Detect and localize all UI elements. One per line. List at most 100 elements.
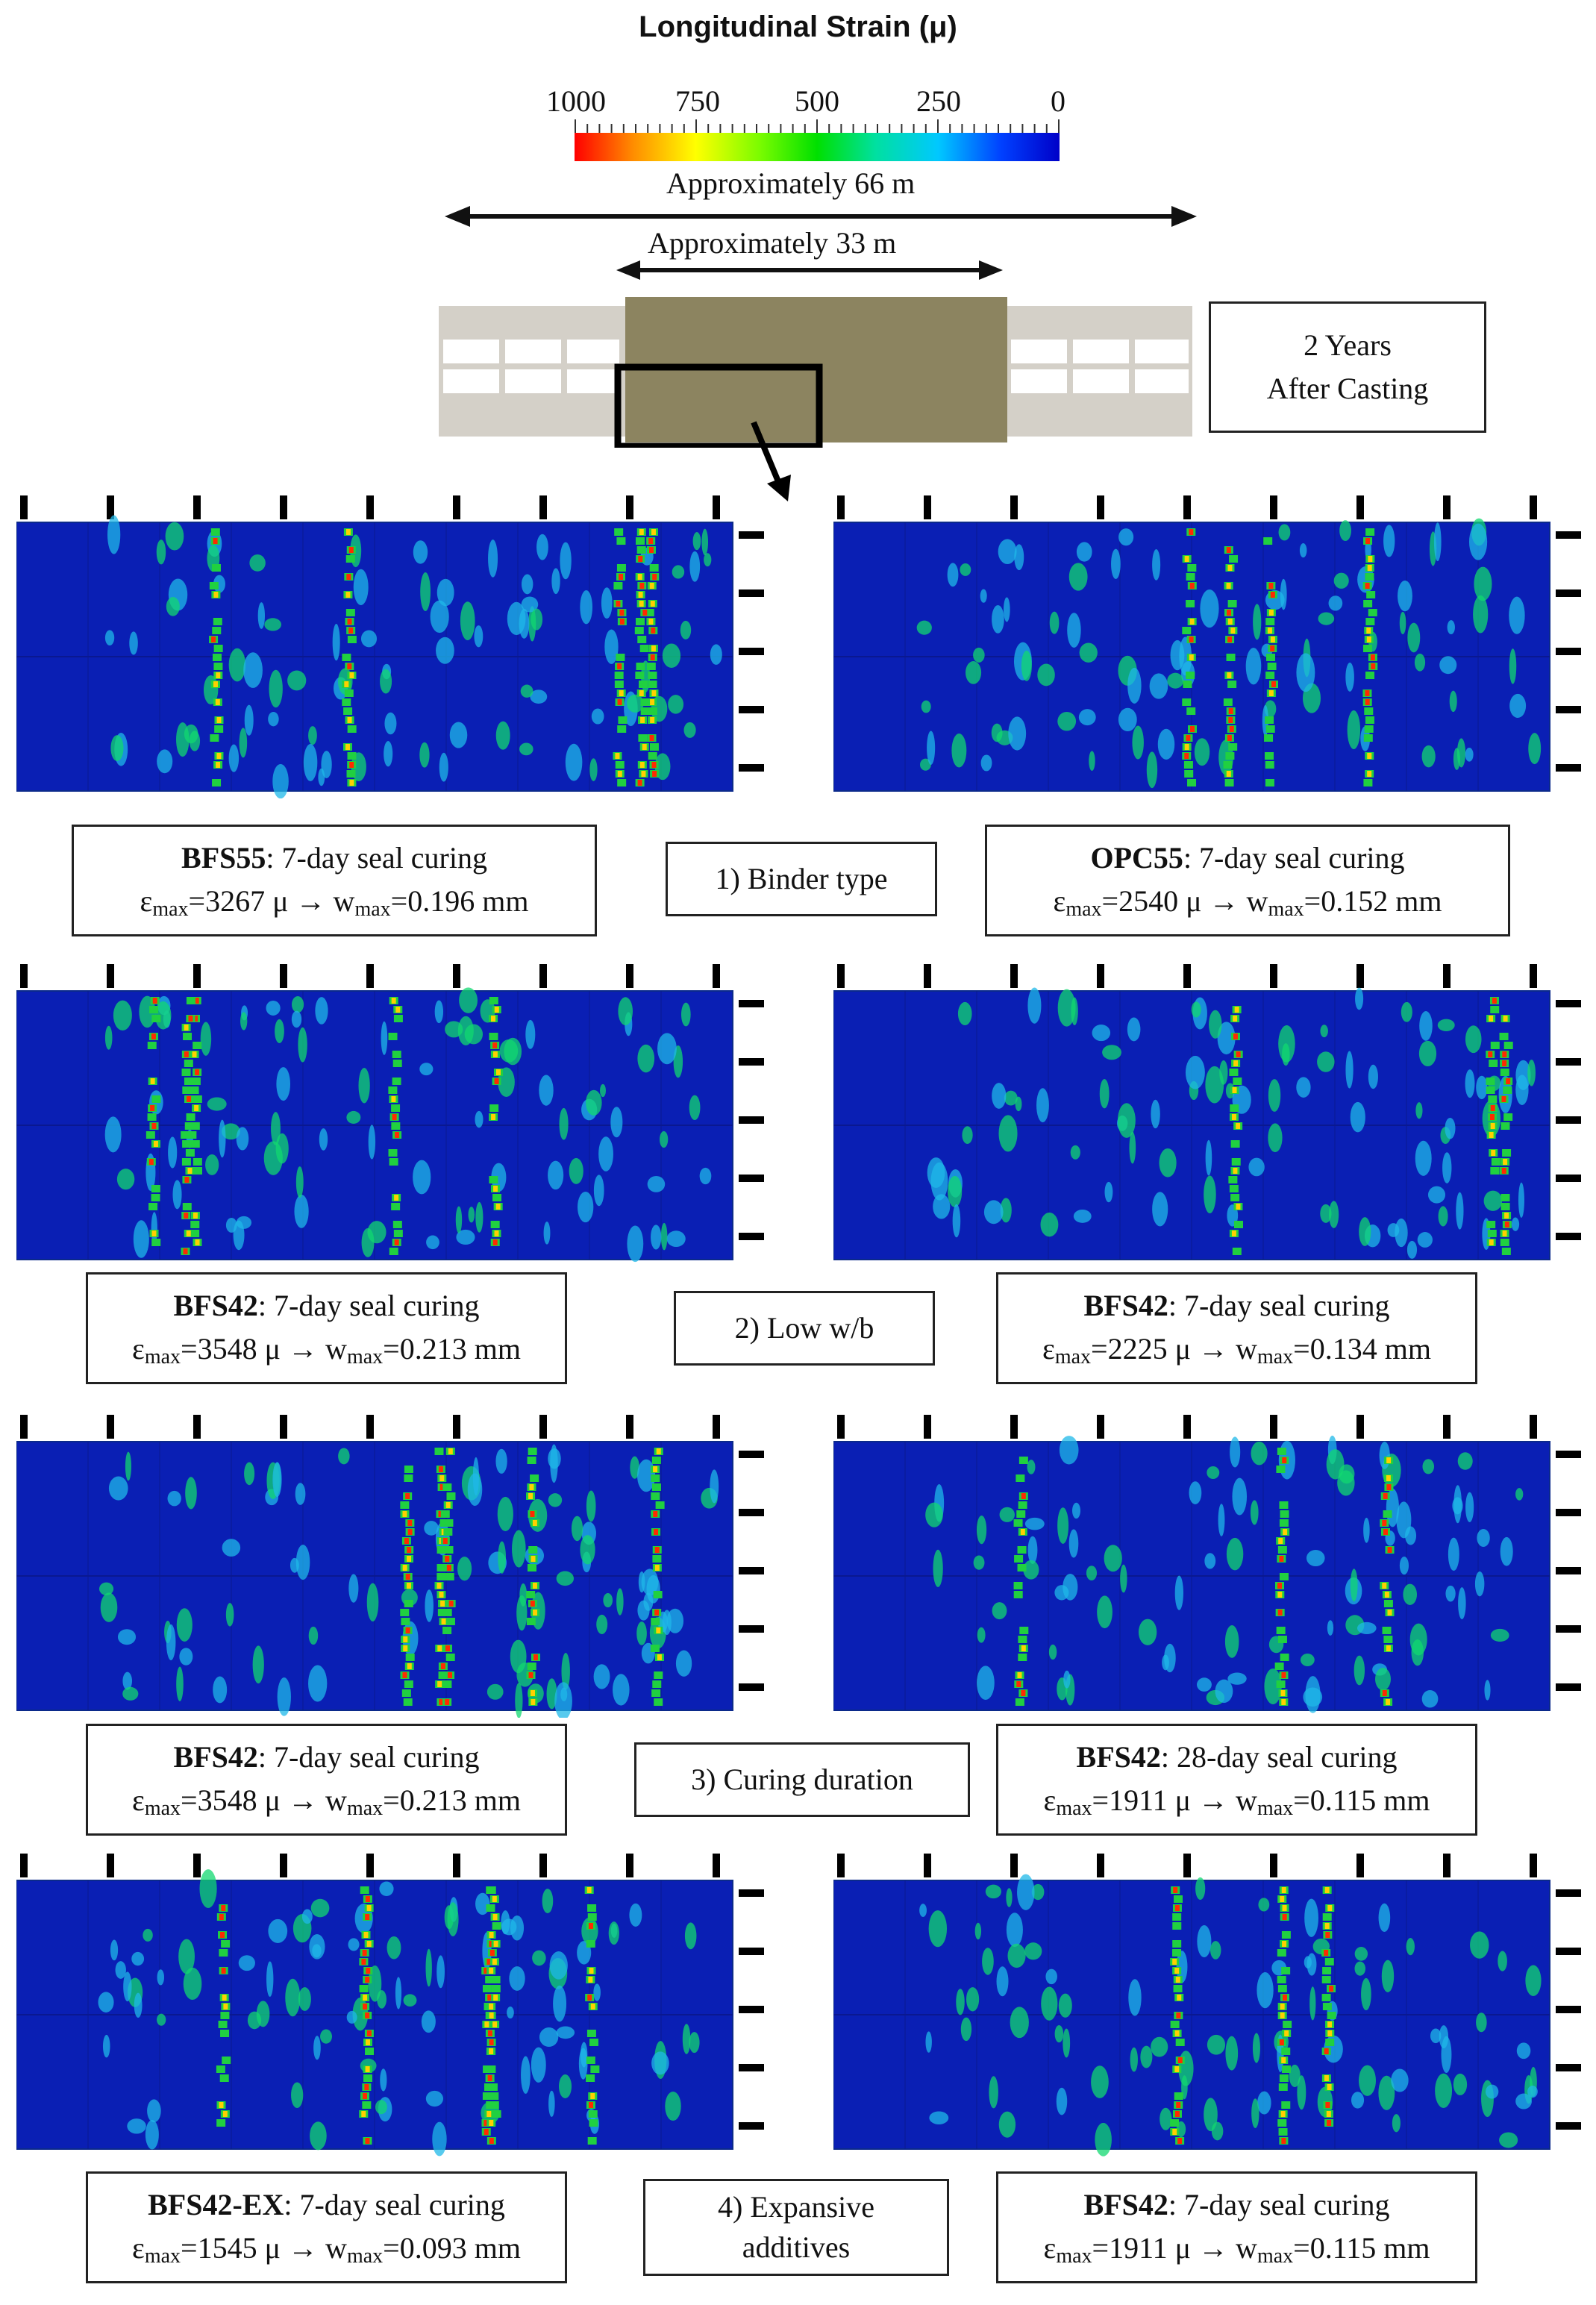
strain-spot xyxy=(116,1169,135,1190)
colorbar-ticks xyxy=(575,119,1060,133)
crack-peak-cell xyxy=(1281,2138,1286,2144)
strain-spot xyxy=(637,1044,655,1073)
joint-marker xyxy=(1097,1854,1104,1877)
crack-band-cell xyxy=(147,1042,157,1049)
crack-peak-cell xyxy=(639,529,644,535)
strain-spot xyxy=(1483,1190,1503,1211)
strain-spot xyxy=(1215,1679,1233,1704)
crack-band-cell xyxy=(1182,627,1192,634)
strain-spot xyxy=(1351,2092,1365,2109)
crack-peak-cell xyxy=(1189,583,1195,589)
strain-spot xyxy=(475,1201,484,1233)
crack-peak-cell xyxy=(651,628,656,634)
strain-spot xyxy=(1015,1096,1022,1112)
strain-spot xyxy=(266,1961,274,1998)
crack-band-cell xyxy=(362,2101,372,2109)
strain-spot xyxy=(495,1448,507,1474)
strain-spot xyxy=(1361,1977,1371,2011)
strain-spot xyxy=(488,539,498,578)
crack-band-cell xyxy=(586,2057,595,2064)
crack-peak-cell xyxy=(1282,1457,1287,1463)
strain-spot xyxy=(666,1230,686,1248)
crack-peak-cell xyxy=(1190,726,1195,732)
crack-peak-cell xyxy=(619,610,625,616)
strain-spot xyxy=(491,1163,507,1192)
strain-spot xyxy=(920,758,931,771)
crack-peak-cell xyxy=(1173,1887,1178,1893)
joint-marker xyxy=(626,1854,633,1877)
crack-peak-cell xyxy=(193,1016,198,1022)
height-marker xyxy=(739,1625,764,1633)
crack-peak-cell xyxy=(437,1681,442,1687)
colorbar-title: Longitudinal Strain (μ) xyxy=(639,10,957,43)
strain-spot xyxy=(379,1881,394,1897)
crack-peak-cell xyxy=(654,1610,660,1616)
strain-spot xyxy=(287,670,307,691)
crack-band-cell xyxy=(213,663,223,670)
strain-spot xyxy=(313,2036,321,2060)
crack-peak-cell xyxy=(404,1538,409,1544)
strain-spot xyxy=(989,2076,998,2109)
crack-peak-cell xyxy=(345,592,351,598)
strain-spot xyxy=(1024,1942,1042,1960)
crack-peak-cell xyxy=(489,1968,494,1974)
pointer-arrowhead-icon xyxy=(767,475,791,501)
crack-band-cell xyxy=(651,1457,661,1464)
crack-peak-cell xyxy=(637,574,642,580)
crack-band-cell xyxy=(1500,1203,1510,1210)
strain-spot xyxy=(1511,1217,1520,1231)
crack-peak-cell xyxy=(1503,1016,1508,1022)
strain-spot xyxy=(977,1627,986,1643)
crack-peak-cell xyxy=(1325,1932,1330,1938)
section-length-label: Approximately 33 m xyxy=(642,225,903,260)
strain-spot xyxy=(1054,2024,1064,2043)
crack-band-cell xyxy=(640,707,650,715)
crack-band-cell xyxy=(1172,1913,1182,1921)
crack-peak-cell xyxy=(439,1484,445,1490)
crack-peak-cell xyxy=(1503,1159,1508,1165)
crack-peak-cell xyxy=(193,1213,198,1219)
crack-peak-cell xyxy=(215,699,220,705)
crack-peak-cell xyxy=(349,780,354,786)
crack-peak-cell xyxy=(184,1051,189,1057)
crack-band-cell xyxy=(391,1203,401,1210)
strain-spot xyxy=(219,1119,226,1158)
crack-peak-cell xyxy=(362,2093,367,2099)
strain-spot xyxy=(291,2082,304,2109)
joint-marker xyxy=(107,1854,114,1877)
crack-peak-cell xyxy=(652,771,657,777)
strain-spot xyxy=(983,1200,1004,1225)
crack-peak-cell xyxy=(439,1699,444,1705)
crack-band-cell xyxy=(1281,2065,1291,2073)
crack-peak-cell xyxy=(639,762,645,768)
crack-peak-cell xyxy=(648,547,654,553)
crack-band-cell xyxy=(444,1519,454,1527)
crack-band-cell xyxy=(639,645,649,652)
strain-spot xyxy=(131,1951,145,1966)
crack-peak-cell xyxy=(1504,1213,1509,1219)
crack-band-cell xyxy=(347,752,357,760)
crack-peak-cell xyxy=(1236,1204,1241,1210)
crack-peak-cell xyxy=(448,1448,453,1454)
joint-marker xyxy=(1443,1415,1451,1439)
strain-spot xyxy=(569,1157,583,1184)
crack-band-cell xyxy=(363,2074,372,2082)
crack-band-cell xyxy=(1017,1546,1027,1554)
crack-peak-cell xyxy=(1228,708,1233,714)
crack-peak-cell xyxy=(1504,1222,1509,1227)
arrowhead-right-icon xyxy=(979,260,1003,280)
height-marker xyxy=(1556,1948,1581,1955)
height-marker xyxy=(739,1000,764,1007)
crack-peak-cell xyxy=(446,1565,451,1571)
strain-spot xyxy=(1477,1528,1490,1548)
crack-peak-cell xyxy=(1233,1060,1239,1066)
crack-band-cell xyxy=(1486,1078,1495,1085)
crack-peak-cell xyxy=(1017,1672,1022,1678)
crack-peak-cell xyxy=(363,1932,369,1938)
crack-band-cell xyxy=(489,2092,499,2100)
strain-spot xyxy=(1317,1051,1335,1072)
crack-band-cell xyxy=(489,1104,499,1112)
strain-spot xyxy=(298,1987,311,2011)
crack-band-cell xyxy=(183,1033,193,1040)
strain-spot xyxy=(1217,1022,1236,1055)
